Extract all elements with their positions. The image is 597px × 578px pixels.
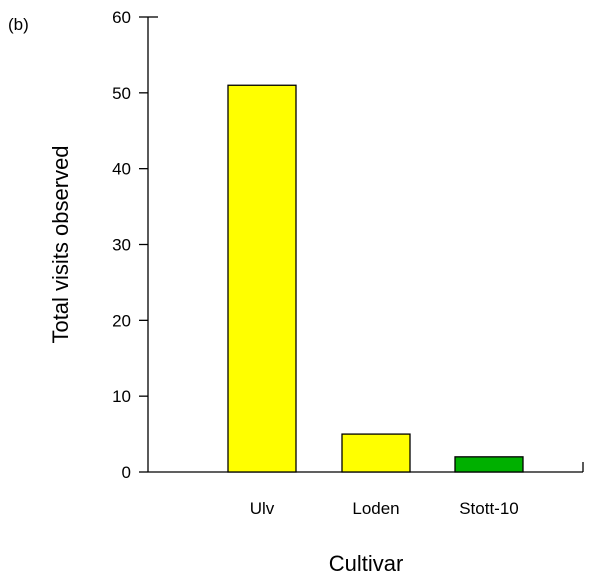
bar-ulv <box>228 85 296 472</box>
x-tick-label: Loden <box>352 499 399 518</box>
x-tick-labels: Ulv Loden Stott-10 <box>250 499 519 518</box>
y-tick-label: 40 <box>112 160 131 179</box>
plot-area: 0 10 20 30 40 50 60 Ulv Loden Stott-10 <box>112 8 583 518</box>
y-tick-label: 60 <box>112 8 131 27</box>
panel-label: (b) <box>8 15 29 34</box>
x-axis-title: Cultivar <box>329 551 404 576</box>
x-tick-label: Ulv <box>250 499 275 518</box>
y-tick-label: 30 <box>112 236 131 255</box>
bar-stott-10 <box>455 457 523 472</box>
y-tick-label: 50 <box>112 84 131 103</box>
y-axis-title: Total visits observed <box>48 145 73 343</box>
y-tick-label: 10 <box>112 387 131 406</box>
bar-loden <box>342 434 410 472</box>
y-tick-label: 0 <box>122 463 131 482</box>
bars <box>228 85 523 472</box>
x-tick-label: Stott-10 <box>459 499 519 518</box>
y-ticks: 0 10 20 30 40 50 60 <box>112 8 148 482</box>
y-tick-label: 20 <box>112 311 131 330</box>
